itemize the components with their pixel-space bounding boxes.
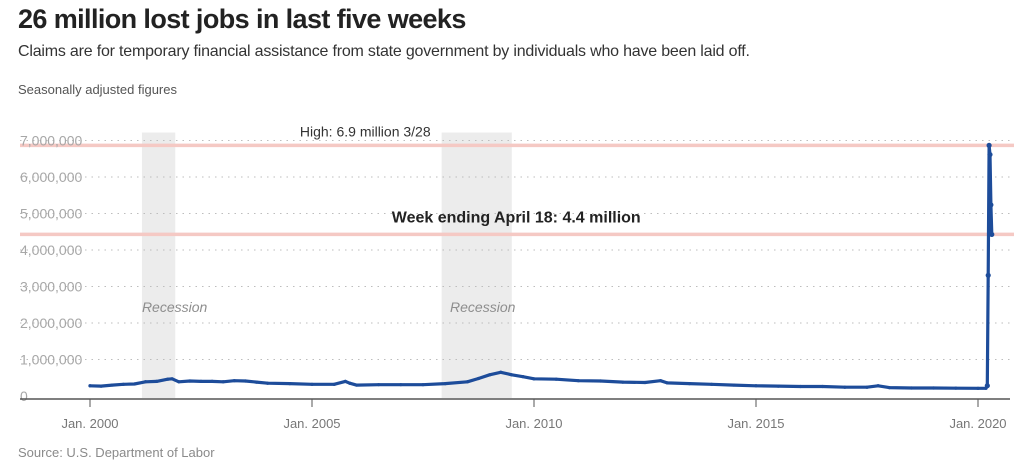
data-point (210, 379, 214, 383)
y-tick-label: 3,000,000 (20, 279, 82, 295)
data-point (988, 202, 994, 208)
data-point (985, 272, 991, 278)
data-point (732, 383, 736, 387)
data-point (986, 142, 992, 148)
data-point (976, 386, 980, 390)
data-point (232, 379, 236, 383)
recession-band (441, 132, 512, 398)
data-point (599, 379, 603, 383)
series (88, 142, 995, 390)
data-point (532, 377, 536, 381)
data-point (621, 380, 625, 384)
x-tick-label: Jan. 2000 (61, 416, 118, 431)
data-point (554, 377, 558, 381)
data-point (932, 386, 936, 390)
y-tick-label: 0 (20, 388, 28, 404)
data-point (909, 386, 914, 390)
recession-bands (141, 132, 512, 398)
data-point (110, 383, 114, 387)
data-point (221, 380, 225, 384)
y-tick-label: 5,000,000 (20, 206, 82, 222)
recession-band (141, 132, 176, 398)
y-axis-ticks: 0 1,000,000 2,000,000 3,000,000 4,000,000 5,0… (20, 133, 82, 405)
data-point (254, 380, 259, 384)
data-point (288, 381, 292, 386)
chart-note: Seasonally adjusted figures (18, 82, 177, 97)
data-point (170, 377, 174, 381)
data-point (243, 379, 247, 383)
data-point (99, 384, 103, 388)
y-tick-label: 2,000,000 (20, 315, 82, 331)
data-point (989, 231, 995, 238)
data-point (143, 380, 148, 384)
x-tick-label: Jan. 2015 (727, 416, 784, 431)
high-annotation: High: 6.9 million 3/28 (300, 123, 431, 139)
data-point (499, 370, 503, 374)
x-tick-label: Jan. 2020 (949, 416, 1006, 431)
data-point (710, 382, 714, 386)
y-tick-label: 4,000,000 (20, 242, 82, 258)
data-point (954, 386, 958, 390)
data-point (132, 382, 136, 386)
data-point (488, 373, 492, 377)
data-point (658, 379, 663, 383)
data-point (421, 383, 425, 387)
data-point (465, 380, 469, 384)
data-point (521, 375, 525, 379)
data-point (88, 384, 92, 388)
data-point (776, 384, 780, 388)
reference-lines (20, 143, 1014, 237)
x-axis: Jan. 2000 Jan. 2005 Jan. 2010 Jan. 2015 Jan.… (20, 398, 1010, 431)
data-point (643, 380, 647, 385)
data-point (121, 382, 125, 386)
data-point (576, 379, 581, 383)
x-tick-label: Jan. 2010 (505, 416, 562, 431)
data-point (343, 379, 347, 383)
data-point (377, 383, 381, 387)
data-point (984, 383, 990, 389)
data-point (754, 384, 758, 388)
data-point (665, 381, 669, 385)
data-point (843, 385, 847, 389)
data-point (399, 383, 403, 387)
data-point (476, 376, 481, 381)
data-point (166, 377, 170, 381)
data-point (310, 382, 314, 386)
annotations: Recession Recession High: 6.9 million 3/28… (142, 123, 641, 315)
data-point (332, 382, 336, 386)
x-tick-label: Jan. 2005 (283, 416, 340, 431)
data-point (188, 379, 192, 383)
y-tick-label: 6,000,000 (20, 169, 82, 185)
chart-subtitle: Claims are for temporary financial assis… (18, 43, 750, 60)
y-tick-label: 7,000,000 (20, 133, 82, 149)
chart-title: 26 million lost jobs in last five weeks (18, 4, 466, 34)
data-point (155, 379, 159, 383)
data-point (821, 384, 825, 389)
source-note: Source: U.S. Department of Labor (18, 445, 215, 460)
series-line (88, 143, 994, 390)
y-tick-label: 1,000,000 (20, 352, 82, 368)
data-point (887, 386, 891, 390)
recession-label: Recession (142, 299, 208, 315)
data-point (687, 381, 692, 386)
data-point (199, 379, 203, 383)
data-point (354, 383, 358, 387)
data-point (876, 384, 880, 388)
recession-label: Recession (450, 299, 516, 315)
data-point (266, 381, 270, 385)
data-point (443, 381, 447, 386)
data-point (348, 381, 352, 385)
data-point (987, 151, 993, 158)
data-point (798, 384, 803, 389)
data-point (510, 373, 514, 377)
week-annotation: Week ending April 18: 4.4 million (392, 209, 641, 226)
gridlines (20, 140, 1010, 360)
data-point (865, 385, 869, 389)
data-point (177, 380, 181, 384)
